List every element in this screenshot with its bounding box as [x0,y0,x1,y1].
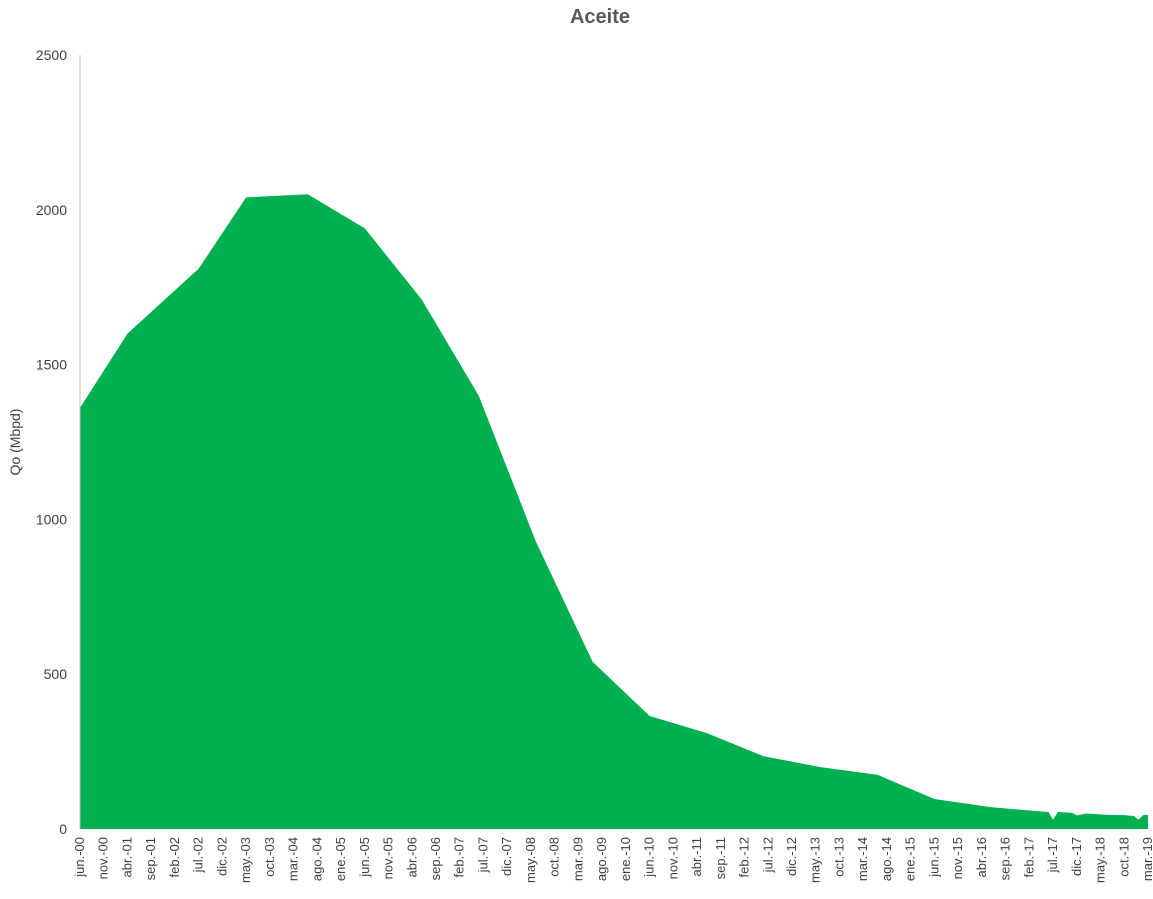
x-tick-label: ene.-05 [333,837,348,881]
y-tick-label: 2000 [36,202,67,218]
x-tick-label: sep.-06 [428,837,443,880]
x-tick-label: sep.-16 [998,837,1013,880]
y-tick-label: 500 [44,666,68,682]
x-tick-label: feb.-17 [1021,837,1036,877]
x-tick-label: ago.-09 [594,837,609,881]
x-tick-label: ene.-15 [903,837,918,881]
x-tick-label: jul.-17 [1045,837,1060,873]
x-tick-label: abr.-16 [974,837,989,877]
x-tick-label: jul.-12 [760,837,775,873]
x-tick-label: jul.-02 [191,837,206,873]
x-tick-label: mar.-04 [286,837,301,881]
x-tick-label: feb.-07 [452,837,467,877]
x-tick-label: ene.-10 [618,837,633,881]
chart-title: Aceite [569,6,631,28]
x-tick-label: dic.-12 [784,837,799,876]
x-tick-label: feb.-02 [167,837,182,877]
x-tick-label: jun.-00 [72,837,87,878]
x-tick-label: ago.-04 [309,837,324,881]
x-tick-label: nov.-10 [665,837,680,879]
x-tick-label: may.-03 [238,837,253,883]
y-tick-label: 0 [59,821,67,837]
x-tick-label: jul.-07 [476,837,491,873]
x-tick-label: sep.-11 [713,837,728,879]
x-tick-label: ago.-14 [879,837,894,881]
x-tick-label: feb.-12 [737,837,752,877]
x-tick-label: mar.-19 [1140,837,1153,881]
x-tick-label: nov.-05 [381,837,396,879]
series-area [80,194,1148,830]
x-tick-label: jun.-10 [642,837,657,878]
x-tick-label: jun.-05 [357,837,372,878]
x-tick-label: mar.-09 [570,837,585,881]
x-tick-label: sep.-01 [143,837,158,880]
x-tick-label: abr.-01 [120,837,135,877]
x-tick-label: may.-08 [523,837,538,883]
x-tick-label: oct.-18 [1116,837,1131,877]
y-tick-label: 1500 [36,357,67,373]
x-tick-label: dic.-17 [1069,837,1084,876]
y-tick-label: 1000 [36,511,67,527]
x-tick-label: oct.-08 [547,837,562,877]
x-tick-label: nov.-00 [96,837,111,879]
x-tick-label: abr.-06 [404,837,419,877]
x-tick-label: oct.-13 [832,837,847,877]
y-tick-label: 2500 [36,47,67,63]
y-axis-label: Qo (Mbpd) [7,409,23,476]
x-tick-label: may.-13 [808,837,823,883]
x-tick-label: jun.-15 [926,837,941,878]
x-tick-label: oct.-03 [262,837,277,877]
x-tick-label: mar.-14 [855,837,870,881]
x-tick-label: may.-18 [1093,837,1108,883]
x-tick-label: nov.-15 [950,837,965,879]
x-tick-label: abr.-11 [689,837,704,877]
x-tick-label: dic.-02 [214,837,229,876]
x-tick-label: dic.-07 [499,837,514,876]
